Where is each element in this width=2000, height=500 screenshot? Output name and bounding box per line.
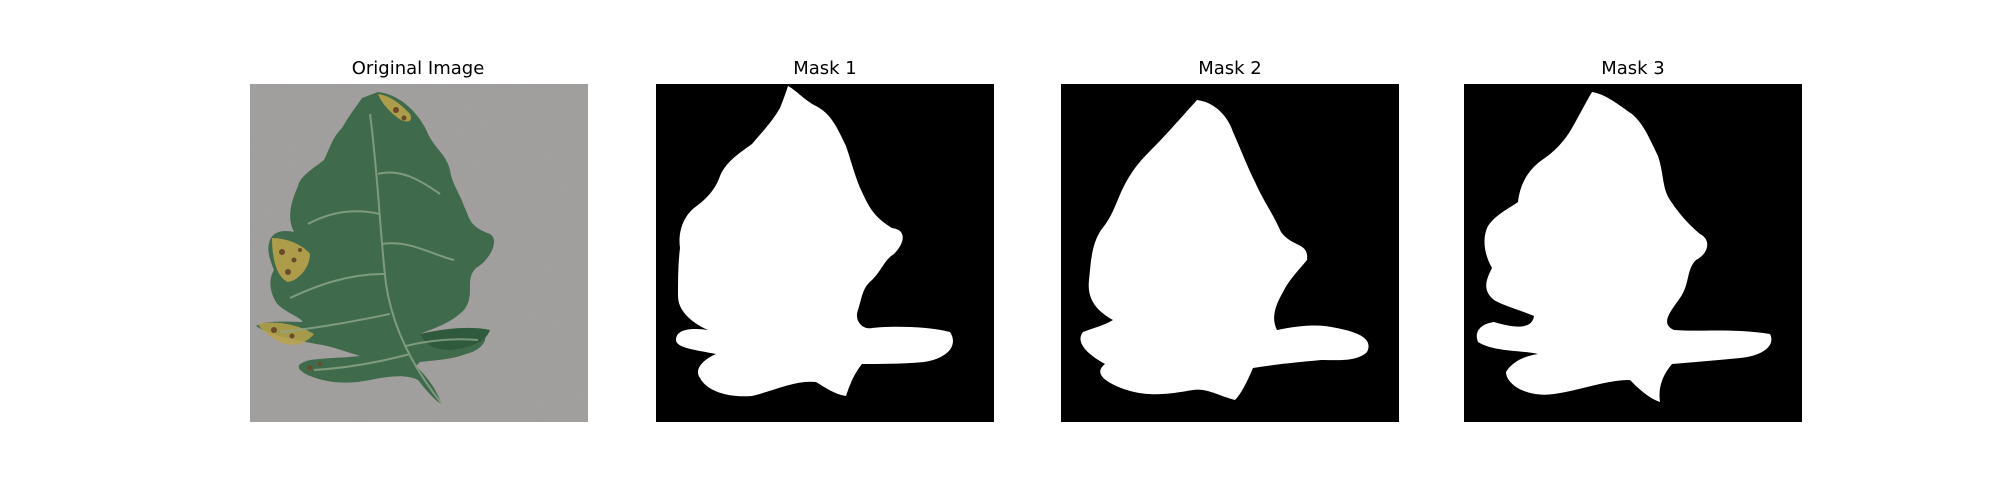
mask-3-image bbox=[1464, 84, 1802, 422]
panel-title-mask-1: Mask 1 bbox=[793, 58, 857, 79]
mask-3 bbox=[1464, 84, 1802, 422]
mask-1 bbox=[656, 84, 994, 422]
mask-2-foreground bbox=[1080, 100, 1369, 400]
mask-2 bbox=[1061, 84, 1399, 422]
blight-spots bbox=[271, 107, 407, 371]
mask-3-foreground bbox=[1476, 92, 1772, 402]
leaf-veins bbox=[279, 113, 479, 405]
leaf bbox=[256, 92, 495, 405]
original-image bbox=[250, 84, 588, 422]
mask-3-noise-speck bbox=[1672, 346, 1682, 355]
leaf-photo bbox=[250, 84, 588, 422]
mask-1-image bbox=[656, 84, 994, 422]
panel-title-mask-3: Mask 3 bbox=[1601, 58, 1665, 79]
panel-title-original: Original Image bbox=[351, 58, 485, 79]
leaf-blade bbox=[256, 92, 495, 404]
panel-title-mask-2: Mask 2 bbox=[1198, 58, 1262, 79]
mask-1-foreground bbox=[676, 86, 953, 397]
mask-2-image bbox=[1061, 84, 1399, 422]
